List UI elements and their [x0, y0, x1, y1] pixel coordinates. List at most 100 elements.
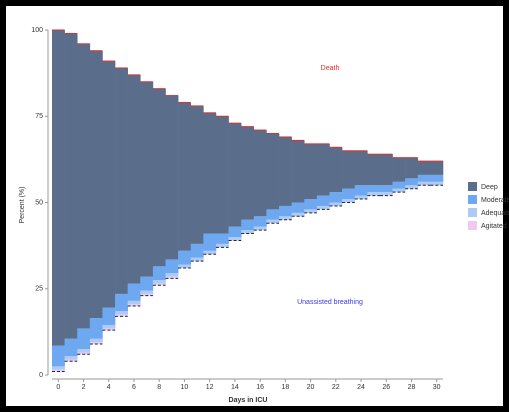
x-tick-label: 30	[433, 384, 441, 391]
x-tick-label: 14	[231, 384, 239, 391]
area-step	[354, 150, 368, 186]
area-step	[405, 178, 419, 186]
x-tick-label: 22	[332, 384, 340, 391]
area-step	[52, 369, 65, 372]
area-step	[241, 126, 255, 220]
area-step	[379, 192, 393, 196]
area-step	[354, 195, 368, 200]
x-tick-label: 20	[307, 384, 315, 391]
area-step	[417, 181, 431, 186]
area-step	[215, 233, 229, 244]
area-step	[64, 33, 78, 339]
area-step	[77, 352, 91, 355]
area-step	[152, 266, 166, 281]
area-step	[392, 181, 406, 189]
area-step	[140, 290, 154, 294]
y-tick-label: 100	[31, 27, 43, 34]
area-step	[367, 154, 381, 186]
area-step	[342, 150, 356, 189]
area-step	[367, 185, 381, 193]
x-tick-label: 16	[256, 384, 264, 391]
area-step	[304, 143, 318, 200]
area-step	[89, 50, 103, 319]
area-step	[89, 342, 103, 344]
area-step	[165, 276, 179, 279]
unassisted-label: Unassisted breathing	[297, 299, 363, 306]
area-step	[417, 161, 431, 175]
area-step	[140, 293, 154, 296]
area-step	[279, 205, 292, 217]
area-step	[52, 30, 65, 346]
legend-swatch	[468, 182, 477, 191]
area-step	[64, 359, 78, 362]
area-step	[329, 147, 343, 193]
area-step	[178, 250, 192, 265]
x-tick-label: 8	[157, 384, 161, 391]
area-step	[140, 276, 154, 291]
area-step	[127, 74, 141, 284]
legend-label: Moderate	[481, 197, 509, 204]
legend-label: Deep	[481, 184, 498, 191]
area-step	[253, 216, 267, 227]
area-step	[316, 143, 330, 196]
area-step	[329, 192, 343, 203]
area-step	[392, 188, 406, 193]
legend-label: Agitated	[481, 223, 507, 230]
area-step	[228, 237, 242, 241]
area-step	[77, 349, 91, 353]
area-step	[215, 243, 229, 248]
area-step	[178, 102, 192, 251]
x-tick-label: 6	[132, 384, 136, 391]
y-tick-label: 25	[35, 286, 43, 293]
area-step	[165, 273, 179, 277]
area-step	[253, 130, 267, 217]
area-step	[52, 345, 65, 367]
area-step	[64, 356, 78, 360]
area-step	[203, 250, 217, 255]
legend-swatch	[468, 221, 477, 230]
area-step	[102, 328, 116, 331]
area-step	[190, 105, 204, 244]
area-step	[316, 205, 330, 210]
area-step	[279, 136, 292, 206]
area-step	[379, 154, 393, 186]
area-step	[266, 209, 280, 220]
y-tick-label: 0	[39, 372, 43, 379]
area-step	[241, 219, 255, 231]
area-step	[115, 67, 128, 294]
x-tick-label: 18	[281, 384, 289, 391]
area-step	[152, 280, 166, 284]
area-step	[127, 283, 141, 301]
x-tick-label: 28	[408, 384, 416, 391]
area-step	[253, 226, 267, 231]
area-step	[430, 174, 444, 182]
x-tick-label: 10	[181, 384, 189, 391]
area-step	[228, 226, 242, 237]
area-step	[127, 304, 141, 306]
area-step	[291, 140, 305, 203]
x-axis-label: Days in ICU	[229, 397, 268, 404]
y-axis-label: Percent (%)	[19, 187, 26, 224]
area-step	[228, 123, 242, 227]
area-step	[178, 264, 192, 269]
x-tick-label: 26	[382, 384, 390, 391]
area-step	[115, 293, 128, 312]
area-step	[405, 157, 419, 179]
area-step	[115, 311, 128, 315]
area-step	[430, 181, 444, 186]
area-step	[165, 95, 179, 260]
area-step	[165, 259, 179, 274]
area-step	[115, 314, 128, 317]
area-step	[102, 61, 116, 308]
area-step	[102, 324, 116, 329]
x-tick-label: 12	[206, 384, 214, 391]
x-tick-label: 0	[56, 384, 60, 391]
area-step	[392, 157, 406, 182]
area-step	[152, 88, 166, 267]
area-step	[367, 192, 381, 196]
area-step	[102, 307, 116, 325]
area-step	[342, 188, 356, 200]
area-step	[89, 338, 103, 343]
area-step	[215, 116, 229, 234]
